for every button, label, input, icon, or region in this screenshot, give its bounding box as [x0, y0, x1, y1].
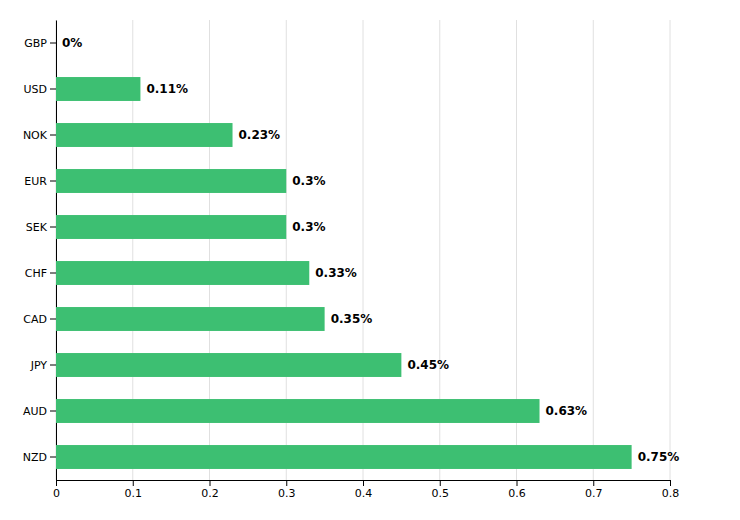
- chart: 0 0.1 0.2 0.3 0.4 0.5 0.6 0.7 0.8 GBP USD NOK EUR SEK…: [0, 0, 740, 520]
- y-tick-mark: [50, 135, 56, 136]
- bar: [56, 123, 233, 147]
- bar: [56, 261, 309, 285]
- y-tick-label: CAD: [23, 313, 47, 326]
- y-tick-label: CHF: [25, 267, 47, 280]
- grid-line: [670, 20, 671, 480]
- x-tick-label: 0.3: [278, 487, 296, 500]
- y-tick: NOK: [23, 129, 56, 142]
- y-tick: USD: [23, 83, 56, 96]
- y-tick-mark: [50, 365, 56, 366]
- y-tick-mark: [50, 457, 56, 458]
- x-tick: 0.4: [355, 480, 373, 500]
- y-tick-label: SEK: [26, 221, 48, 234]
- x-tick-label: 0.1: [125, 487, 143, 500]
- y-tick-mark: [50, 181, 56, 182]
- y-tick: JPY: [30, 359, 56, 372]
- x-tick-mark: [593, 480, 594, 486]
- bar: [56, 399, 540, 423]
- bars: [56, 77, 632, 469]
- bar: [56, 215, 286, 239]
- y-tick-label: NZD: [23, 451, 47, 464]
- y-tick-label: EUR: [24, 175, 47, 188]
- y-tick: EUR: [24, 175, 56, 188]
- x-tick-mark: [363, 480, 364, 486]
- data-label: 0%: [62, 36, 82, 50]
- y-tick: NZD: [23, 451, 56, 464]
- y-tick: CAD: [23, 313, 56, 326]
- x-tick-mark: [286, 480, 287, 486]
- x-tick-mark: [56, 480, 57, 486]
- data-label: 0.3%: [292, 220, 325, 234]
- x-tick: 0.6: [508, 480, 526, 500]
- y-tick: SEK: [26, 221, 56, 234]
- y-tick-label: AUD: [23, 405, 47, 418]
- bar: [56, 307, 325, 331]
- x-tick-label: 0.6: [508, 487, 526, 500]
- y-tick-label: NOK: [23, 129, 48, 142]
- y-tick-label: USD: [23, 83, 47, 96]
- x-tick-label: 0.2: [201, 487, 219, 500]
- bar: [56, 77, 140, 101]
- x-tick-label: 0.7: [585, 487, 603, 500]
- data-label: 0.75%: [638, 450, 680, 464]
- data-label: 0.45%: [407, 358, 449, 372]
- x-tick-label: 0.4: [355, 487, 373, 500]
- y-tick-label: GBP: [24, 37, 47, 50]
- x-tick-label: 0: [53, 487, 60, 500]
- x-tick-label: 0.8: [662, 487, 680, 500]
- x-tick: 0.1: [125, 480, 143, 500]
- y-tick: GBP: [24, 37, 56, 50]
- data-labels: 0% 0.11% 0.23% 0.3% 0.3% 0.33% 0.35% 0.45% 0.63%…: [62, 36, 679, 464]
- plot-area: 0 0.1 0.2 0.3 0.4 0.5 0.6 0.7 0.8 GBP USD NOK EUR SEK…: [23, 20, 680, 500]
- x-tick: 0.3: [278, 480, 296, 500]
- x-tick-mark: [670, 480, 671, 486]
- x-tick-label: 0.5: [432, 487, 450, 500]
- bar: [56, 31, 57, 55]
- bar: [56, 169, 286, 193]
- data-label: 0.35%: [331, 312, 373, 326]
- bar: [56, 445, 632, 469]
- x-tick-mark: [440, 480, 441, 486]
- data-label: 0.33%: [315, 266, 357, 280]
- y-tick: CHF: [25, 267, 56, 280]
- y-tick-mark: [50, 227, 56, 228]
- data-label: 0.23%: [239, 128, 281, 142]
- y-tick-mark: [50, 89, 56, 90]
- y-tick-label: JPY: [30, 359, 48, 372]
- x-tick-mark: [517, 480, 518, 486]
- grid: [56, 20, 670, 480]
- y-tick-mark: [50, 411, 56, 412]
- x-tick: 0: [53, 480, 60, 500]
- data-label: 0.11%: [146, 82, 188, 96]
- data-label: 0.3%: [292, 174, 325, 188]
- x-tick: 0.7: [585, 480, 603, 500]
- y-tick: AUD: [23, 405, 56, 418]
- x-axis: 0 0.1 0.2 0.3 0.4 0.5 0.6 0.7 0.8: [53, 480, 679, 500]
- y-tick-mark: [50, 319, 56, 320]
- grid-line: [593, 20, 594, 480]
- x-tick-mark: [133, 480, 134, 486]
- x-tick: 0.8: [662, 480, 680, 500]
- data-label: 0.63%: [546, 404, 588, 418]
- x-tick: 0.5: [432, 480, 450, 500]
- y-tick-mark: [50, 273, 56, 274]
- x-tick-mark: [210, 480, 211, 486]
- y-axis: GBP USD NOK EUR SEK CHF CAD JPY AUD NZD: [23, 21, 57, 481]
- x-tick: 0.2: [201, 480, 219, 500]
- y-tick-mark: [50, 43, 56, 44]
- bar: [56, 353, 401, 377]
